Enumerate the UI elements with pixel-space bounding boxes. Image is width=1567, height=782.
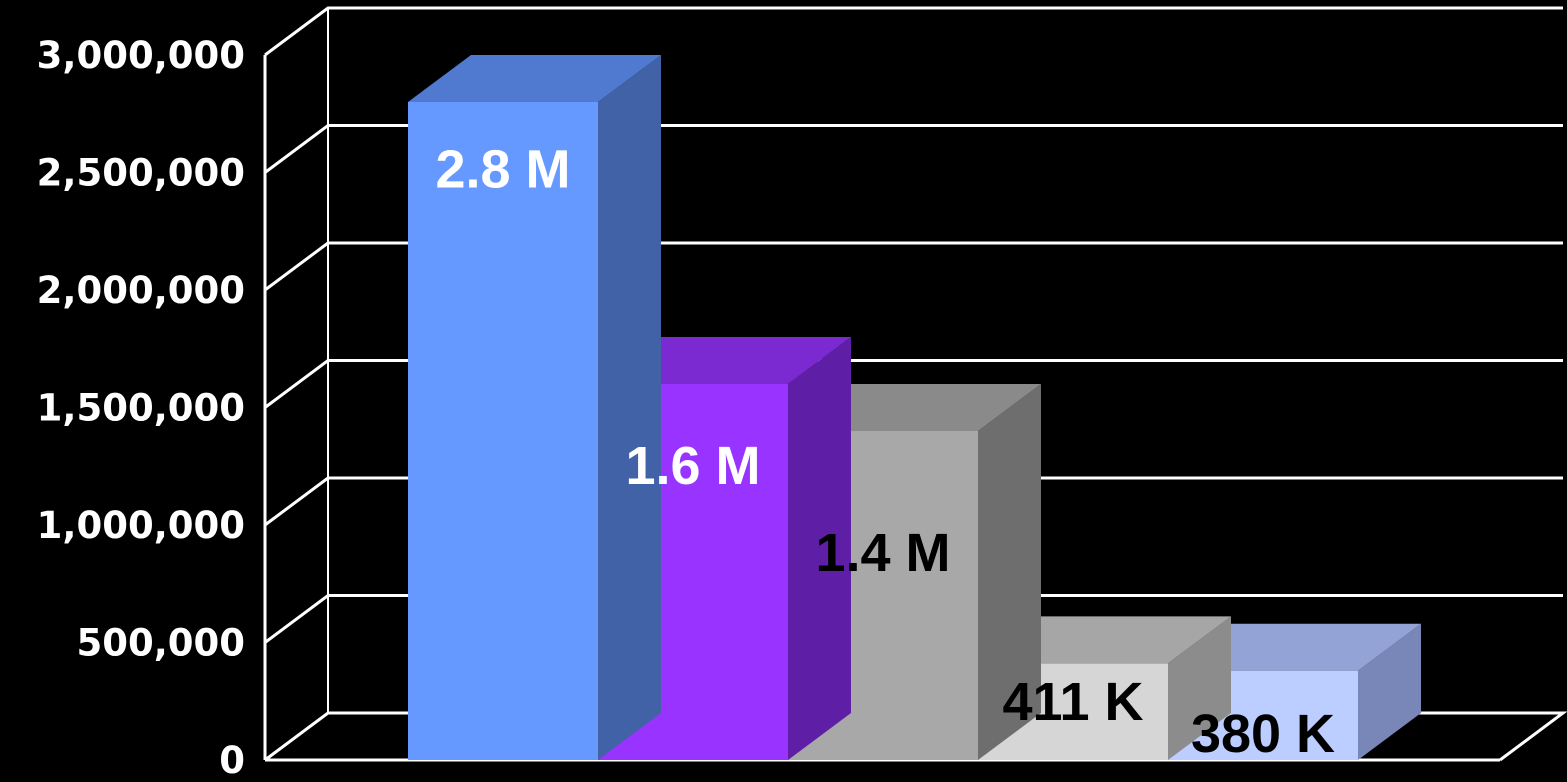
y-tick-label: 500,000 bbox=[76, 622, 245, 665]
data-label: 1.4 M bbox=[815, 523, 950, 583]
bar-top-face bbox=[408, 55, 661, 102]
bar-top-face bbox=[978, 616, 1231, 664]
bar-side-face bbox=[978, 384, 1041, 760]
bar-side-face bbox=[788, 337, 851, 760]
bar-top-face bbox=[1168, 623, 1421, 671]
data-label: 380 K bbox=[1191, 704, 1335, 764]
gridline bbox=[264, 6, 1563, 57]
bar-front-face bbox=[408, 102, 598, 760]
y-axis: 0 500,000 1,000,000 1,500,000 2,000,000 2,500… bbox=[37, 8, 1500, 782]
bar-top-face bbox=[788, 384, 1041, 431]
y-tick-label: 1,000,000 bbox=[37, 504, 245, 547]
y-tick-label: 1,500,000 bbox=[37, 387, 245, 430]
bar-labels: 2.8 M 1.6 M 1.4 M 411 K 380 K bbox=[435, 140, 1335, 764]
bar bbox=[1168, 623, 1421, 760]
bar bbox=[408, 55, 661, 760]
y-tick-label: 0 bbox=[219, 739, 245, 782]
bar-top-face bbox=[598, 337, 851, 384]
data-label: 1.6 M bbox=[625, 436, 760, 496]
data-label: 2.8 M bbox=[435, 140, 570, 200]
bar-side-face bbox=[1168, 616, 1231, 760]
bar-side-face bbox=[598, 55, 661, 760]
data-label: 411 K bbox=[1002, 672, 1143, 732]
bars bbox=[408, 55, 1421, 760]
bar-side-face bbox=[1358, 623, 1421, 760]
y-tick-label: 2,000,000 bbox=[37, 269, 245, 312]
y-tick-label: 2,500,000 bbox=[37, 152, 245, 195]
y-tick-label: 3,000,000 bbox=[37, 34, 245, 77]
